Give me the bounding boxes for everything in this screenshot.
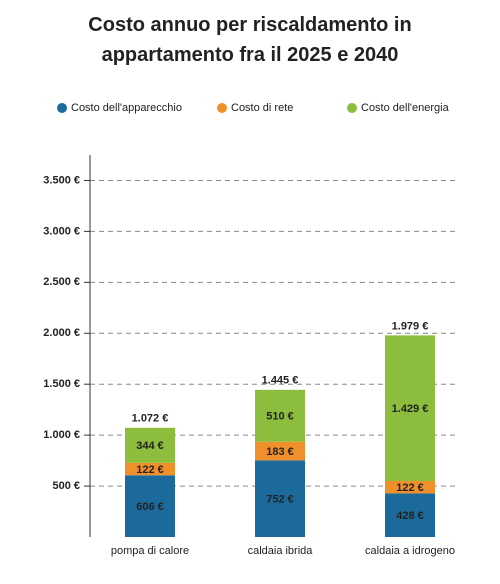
value-label: 122 € xyxy=(136,464,164,476)
value-label: 183 € xyxy=(266,446,294,458)
legend-swatch xyxy=(217,103,227,113)
value-label: 344 € xyxy=(136,440,164,452)
y-tick-label: 3.500 € xyxy=(43,174,80,186)
value-label: 752 € xyxy=(266,494,294,506)
y-tick-label: 500 € xyxy=(52,480,80,492)
total-label: 1.979 € xyxy=(392,320,429,332)
value-label: 510 € xyxy=(266,411,294,423)
y-tick-label: 2.000 € xyxy=(43,327,80,339)
y-tick-label: 1.000 € xyxy=(43,429,80,441)
y-tick-label: 2.500 € xyxy=(43,276,80,288)
legend-swatch xyxy=(57,103,67,113)
y-tick-label: 1.500 € xyxy=(43,378,80,390)
value-label: 428 € xyxy=(396,510,424,522)
bar-segment xyxy=(385,335,435,481)
value-label: 1.429 € xyxy=(392,403,429,415)
bar-segment xyxy=(385,493,435,537)
bar-segment xyxy=(255,389,305,442)
legend-swatch xyxy=(347,103,357,113)
value-label: 606 € xyxy=(136,501,164,513)
legend-label: Costo di rete xyxy=(231,102,293,114)
bar-segment xyxy=(125,475,175,537)
total-label: 1.445 € xyxy=(262,375,299,387)
x-tick-label: caldaia ibrida xyxy=(248,545,314,557)
bar-segment xyxy=(255,441,305,461)
legend-label: Costo dell'apparecchio xyxy=(71,102,182,114)
legend-label: Costo dell'energia xyxy=(361,102,450,114)
total-label: 1.072 € xyxy=(132,413,169,425)
bar-segment xyxy=(385,480,435,494)
chart-title: Costo annuo per riscaldamento in apparta… xyxy=(88,14,412,66)
x-tick-label: caldaia a idrogeno xyxy=(365,545,455,557)
y-tick-label: 3.000 € xyxy=(43,225,80,237)
bar-segment xyxy=(125,462,175,476)
x-tick-label: pompa di calore xyxy=(111,545,189,557)
bar-segment xyxy=(125,427,175,463)
bar-segment xyxy=(255,460,305,537)
value-label: 122 € xyxy=(396,482,424,494)
